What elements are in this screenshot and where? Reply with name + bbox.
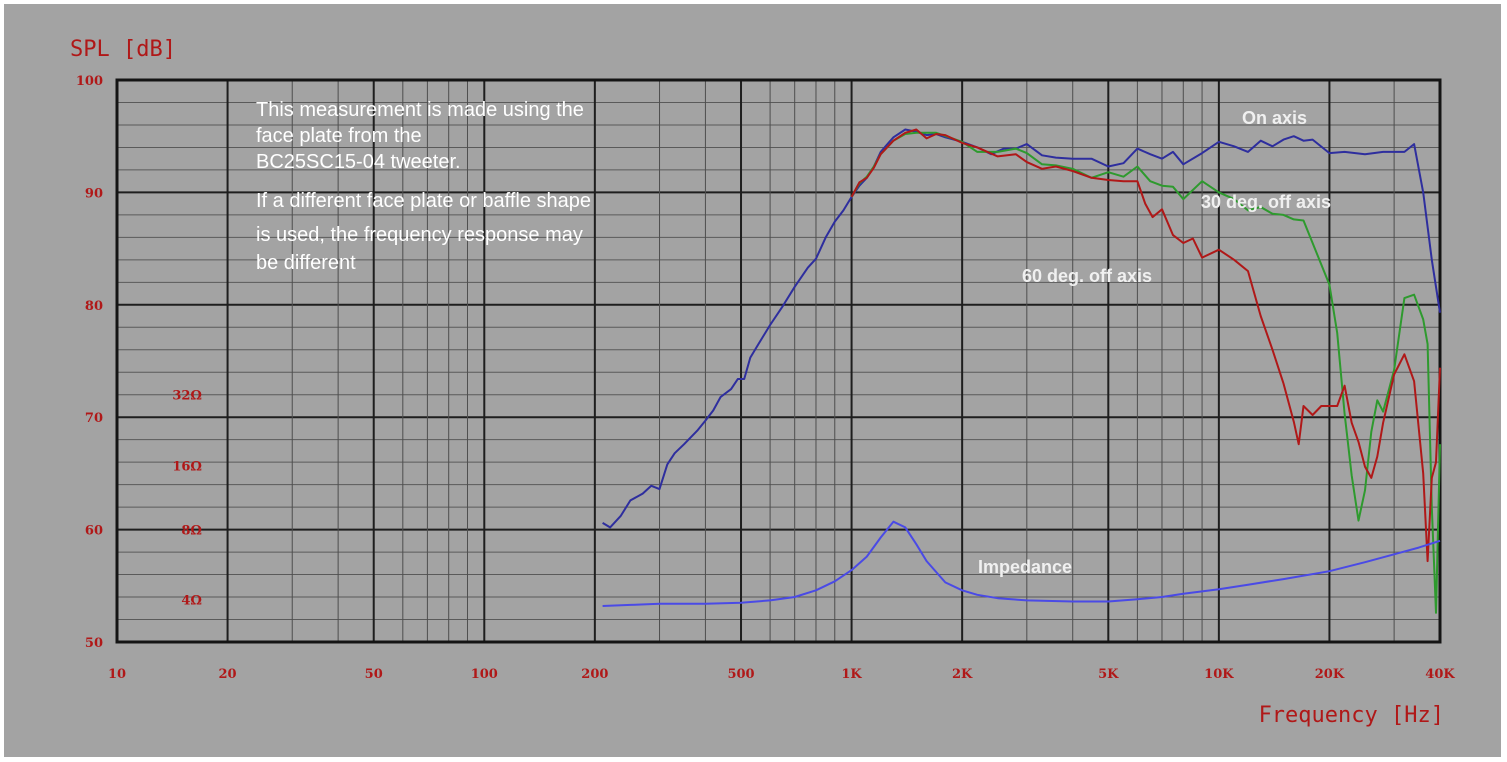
impedance-tick-label: 8Ω [181,524,202,539]
x-tick-label: 20K [1315,667,1345,682]
y-tick-label: 80 [85,299,103,314]
series-impedance-line [602,520,1441,607]
note-line: This measurement is made using the [256,99,584,121]
x-tick-label: 1K [841,667,862,682]
y-tick-label: 50 [85,636,103,651]
label-on-axis: On axis [1242,108,1307,128]
y-tick-label: 60 [85,524,103,539]
x-tick-label: 2K [952,667,973,682]
x-tick-label: 20 [219,667,237,682]
series-60-deg-off-axis-line [850,128,1441,563]
x-tick-labels: 10 20 50 100 200 500 1K 2K 5K 10K 20K 40K [108,667,1455,682]
x-tick-label: 100 [471,667,498,682]
impedance-tick-label: 16Ω [172,460,202,475]
label-30-deg: 30 deg. off axis [1201,192,1331,212]
label-impedance: Impedance [978,557,1072,577]
label-60-deg: 60 deg. off axis [1022,266,1152,286]
x-tick-label: 5K [1098,667,1119,682]
x-tick-label: 50 [365,667,383,682]
y-tick-label: 90 [85,186,103,201]
series-on-axis-line [602,128,1441,529]
y-tick-labels: 50 60 70 80 90 100 [76,74,103,651]
plot-border [115,78,1442,644]
y-tick-label: 100 [76,74,103,89]
y-tick-label: 70 [85,411,103,426]
x-axis-title: Frequency [Hz] [1259,703,1444,728]
impedance-tick-labels: 32Ω 16Ω 8Ω 4Ω [172,389,202,609]
x-tick-label: 40K [1425,667,1455,682]
note-line: face plate from the [256,125,422,147]
x-tick-label: 500 [727,667,754,682]
measurement-note: This measurement is made using the face … [256,99,591,274]
x-tick-label: 10 [108,667,126,682]
spl-frequency-chart: SPL [dB] Frequency [Hz] 50 60 70 80 90 100 10… [70,37,1455,728]
note-line: be different [256,252,356,274]
y-axis-title: SPL [dB] [70,37,176,62]
note-line: BC25SC15-04 tweeter. [256,151,461,173]
impedance-tick-label: 4Ω [181,593,202,608]
note-line: is used, the frequency response may [256,224,583,246]
impedance-tick-label: 32Ω [172,389,202,404]
chart-background: SPL [dB] Frequency [Hz] 50 60 70 80 90 100 10… [4,4,1501,757]
x-tick-label: 10K [1204,667,1234,682]
note-line: If a different face plate or baffle shap… [256,190,591,212]
curves [602,128,1441,614]
x-tick-label: 200 [581,667,608,682]
